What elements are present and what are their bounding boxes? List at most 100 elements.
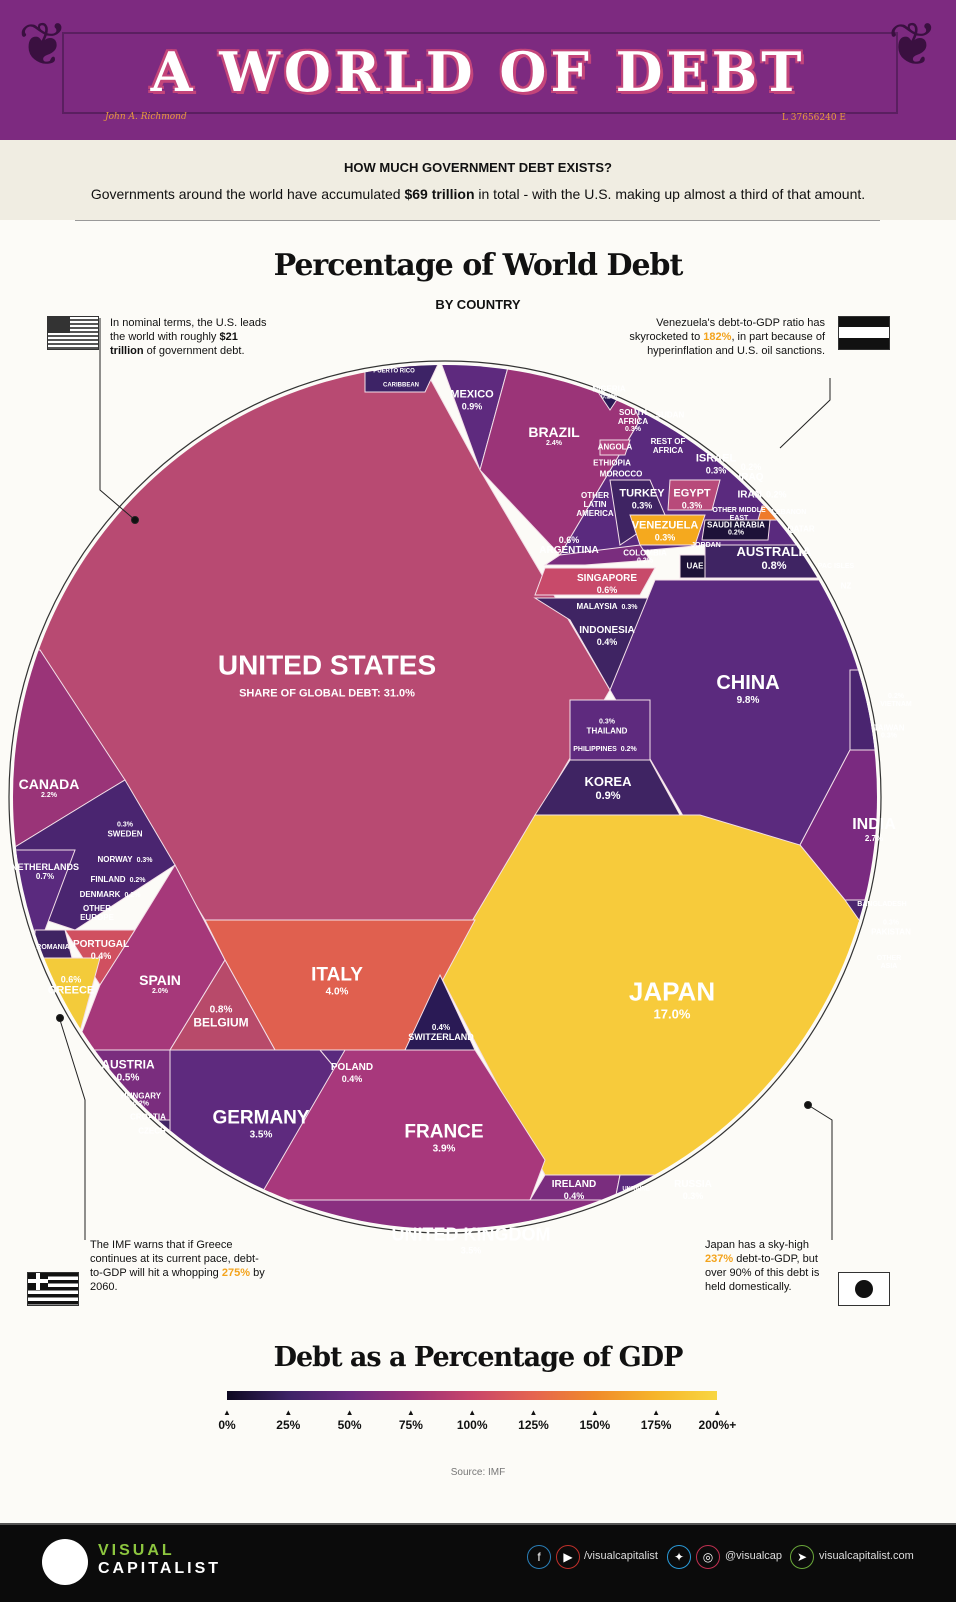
country-name: EGYPT: [673, 487, 711, 500]
country-name: TAIWAN: [873, 723, 905, 733]
color-scale-bar: [227, 1391, 717, 1400]
legend-tick: ▲ 25%: [276, 1408, 300, 1432]
legend-title: Debt as a Percentage of GDP: [273, 1342, 684, 1373]
country-name: HUNGARY: [120, 1091, 162, 1101]
label-nigeria: NIGERIA 0.2%: [592, 384, 625, 401]
country-share: 2.0%: [152, 988, 168, 996]
cell-greece: [13, 957, 101, 1051]
country-name: CROATIA: [130, 1112, 166, 1122]
label-other-europe: OTHER EUROPE: [72, 904, 122, 922]
country-name: UNITED STATES: [217, 649, 437, 681]
website-link[interactable]: visualcapitalist.com: [819, 1550, 914, 1562]
label-ireland: IRELAND 0.4%: [552, 1179, 596, 1201]
callout-dot: [56, 1014, 64, 1022]
facebook-icon[interactable]: f: [527, 1545, 551, 1569]
country-name: VIETNAM: [880, 701, 912, 708]
country-name: SUDAN: [655, 410, 685, 420]
label-caribbean: CARIBBEAN: [383, 383, 419, 390]
country-name: IRELAND: [551, 1179, 597, 1191]
country-name: OTHER LATIN AMERICA: [576, 491, 614, 519]
label-poland: POLAND 0.4%: [331, 1062, 373, 1084]
country-name: UNITED KINGDOM: [391, 1224, 551, 1245]
country-share: 9.8%: [736, 694, 760, 706]
label-sudan: SUDAN: [656, 410, 684, 419]
label-japan: JAPAN 17.0%: [629, 977, 715, 1023]
callout-line: [779, 378, 831, 449]
us-annotation: In nominal terms, the U.S. leads the wor…: [110, 316, 270, 358]
intro-text: Governments around the world have accumu…: [0, 186, 956, 202]
country-name: PAC ISLES: [817, 562, 855, 570]
label-qatar: QATAR: [787, 524, 814, 533]
us-note-bold: $21 trillion: [110, 331, 238, 357]
youtube-icon[interactable]: ▶: [556, 1545, 580, 1569]
country-share: 0.2%: [765, 489, 787, 500]
header-banner: ❦ ❦ A WORLD OF DEBT John A. Richmond L 3…: [0, 0, 956, 140]
chart-title: Percentage of World Debt: [273, 248, 684, 283]
country-name: ETHIOPIA: [593, 458, 631, 468]
legend-tick: ▲ 0%: [218, 1408, 235, 1432]
tick-label: 75%: [398, 1418, 423, 1432]
label-iran: IRAN 0.2%: [738, 489, 787, 501]
country-share: 0.2%: [129, 876, 146, 884]
label-mexico: MEXICO 0.9%: [450, 389, 493, 412]
country-share: 0.9%: [595, 790, 621, 803]
laurel-right-icon: ❦: [887, 11, 938, 78]
legend-tick: ▲ 50%: [338, 1408, 362, 1432]
country-share: 0.4%: [341, 1073, 363, 1084]
legend-tick: ▲ 125%: [518, 1408, 549, 1432]
country-share: 0.6%: [60, 974, 82, 985]
country-share: 0.4%: [563, 1190, 585, 1201]
label-morocco: MOROCCO: [600, 469, 643, 478]
twitter-instagram-handle[interactable]: @visualcap: [725, 1550, 783, 1562]
country-share: 17.0%: [653, 1006, 691, 1022]
cell-argentina: [543, 544, 651, 566]
twitter-icon[interactable]: ✦: [667, 1545, 691, 1569]
brand-bottom: CAPITALIST: [98, 1560, 222, 1577]
tick-label: 175%: [640, 1418, 672, 1432]
tick-label: 200%+: [698, 1418, 737, 1432]
website-cursor-icon[interactable]: ➤: [790, 1545, 814, 1569]
label-czech: CZECH: [138, 1126, 166, 1135]
chart-subtitle: BY COUNTRY: [435, 297, 521, 312]
instagram-icon[interactable]: ◎: [696, 1545, 720, 1569]
jpn-note-hl: 237%: [705, 1253, 734, 1265]
country-name: SWITZERLAND: [408, 1032, 474, 1043]
callout-dot: [131, 516, 139, 524]
label-iraq: 0.2% IRAQ: [739, 462, 764, 484]
country-name: BELGIUM: [193, 1014, 249, 1029]
tick-marker-icon: ▲: [345, 1408, 354, 1417]
label-indonesia: INDONESIA 0.4%: [579, 625, 635, 647]
tick-marker-icon: ▲: [406, 1408, 415, 1417]
country-share: 0.3%: [705, 465, 727, 476]
legend-tick: ▲ 75%: [399, 1408, 423, 1432]
label-vietnam: 0.2% VIETNAM: [880, 693, 912, 709]
country-name: SINGAPORE: [576, 573, 638, 585]
country-share: 0.8%: [761, 560, 787, 573]
country-share: 0.7%: [35, 872, 55, 882]
country-share: 0.3%: [883, 919, 899, 927]
tick-marker-icon: ▲: [590, 1408, 599, 1417]
country-name: VENEZUELA: [631, 519, 699, 532]
country-share: 0.4%: [596, 636, 618, 647]
country-share: 0.2%: [728, 529, 744, 537]
country-name: SPAIN: [139, 971, 181, 988]
ven-note-a: Venezuela's debt-to-GDP ratio has skyroc…: [629, 317, 825, 343]
callout-dot: [804, 1101, 812, 1109]
label-greece: 0.6% GREECE: [48, 975, 94, 998]
gre-note-hl: 275%: [221, 1267, 251, 1279]
label-portugal: PORTUGAL 0.4%: [73, 939, 129, 961]
country-share: 2.2%: [41, 792, 57, 800]
cell-venezuela: [629, 514, 706, 546]
label-philippines: PHILIPPINES 0.2%: [573, 746, 637, 754]
country-share: 0.6%: [558, 535, 580, 546]
us-sublabel: SHARE OF GLOBAL DEBT:: [239, 687, 384, 700]
tick-marker-icon: ▲: [652, 1408, 661, 1417]
facebook-youtube-handle[interactable]: /visualcapitalist: [584, 1550, 658, 1562]
country-name: CZECH: [138, 1126, 166, 1136]
label-saudi-arabia: SAUDI ARABIA 0.2%: [707, 520, 765, 537]
gre-note-b: by 2060.: [90, 1267, 265, 1293]
country-name: ISRAEL: [695, 452, 737, 465]
label-denmark: DENMARK 0.2%: [80, 890, 141, 900]
callout-line: [807, 1104, 833, 1240]
